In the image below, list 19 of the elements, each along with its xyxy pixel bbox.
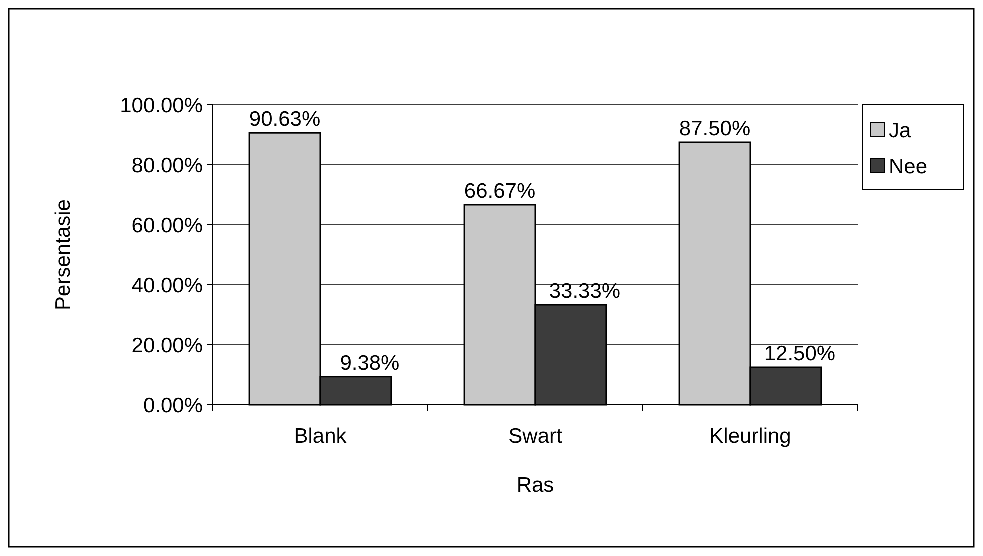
legend-label: Nee [889, 155, 928, 178]
y-tick-label: 60.00% [132, 214, 203, 238]
x-tick-label: Kleurling [710, 425, 792, 448]
y-axis-title: Persentasie [52, 200, 75, 310]
data-label: 90.63% [249, 108, 321, 132]
x-tick-label: Blank [294, 425, 348, 448]
y-tick-label: 100.00% [120, 94, 203, 118]
x-tick-label: Swart [508, 425, 562, 448]
data-label: 33.33% [549, 280, 621, 304]
data-label: 9.38% [340, 352, 400, 375]
data-label: 12.50% [764, 342, 836, 366]
y-tick-label: 20.00% [132, 334, 203, 358]
y-tick-label: 0.00% [143, 394, 203, 418]
y-tick-label: 80.00% [132, 154, 203, 178]
data-label: 87.50% [679, 118, 751, 140]
x-axis-title: Ras [516, 474, 554, 497]
data-label: 66.67% [464, 180, 536, 203]
y-tick-label: 40.00% [132, 274, 203, 298]
legend-label: Ja [889, 119, 912, 142]
